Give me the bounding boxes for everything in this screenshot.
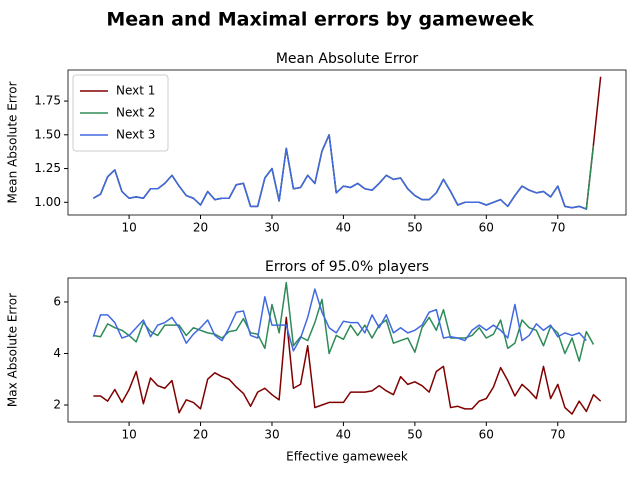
axes-frame — [67, 277, 627, 423]
y-tick-label: 4 — [53, 346, 61, 360]
axes-title: Mean Absolute Error — [276, 51, 419, 67]
axes-frame — [67, 69, 627, 216]
legend-box — [72, 74, 169, 152]
x-tick-label: 60 — [479, 221, 494, 235]
legend-label: Next 1 — [116, 84, 155, 98]
y-tick-label: 1.25 — [34, 161, 61, 175]
x-tick-label: 50 — [407, 428, 422, 442]
x-tick-label: 20 — [193, 428, 208, 442]
x-tick-label: 20 — [193, 221, 208, 235]
x-tick-label: 70 — [550, 221, 565, 235]
series-line — [92, 76, 602, 210]
x-tick-label: 70 — [550, 428, 565, 442]
x-tick-label: 30 — [264, 428, 279, 442]
x-tick-label: 10 — [121, 428, 136, 442]
x-tick-label: 10 — [121, 221, 136, 235]
series-line — [92, 288, 587, 352]
y-tick-label: 2 — [53, 397, 61, 411]
y-axis-label: Mean Absolute Error — [6, 81, 20, 203]
axes-title: Errors of 95.0% players — [265, 259, 429, 275]
x-tick-label: 40 — [336, 221, 351, 235]
x-tick-label: 60 — [479, 428, 494, 442]
legend-label: Next 2 — [116, 106, 155, 120]
x-tick-label: 30 — [264, 221, 279, 235]
x-tick-label: 50 — [407, 221, 422, 235]
series-line — [93, 316, 602, 415]
series-line — [92, 134, 587, 210]
y-tick-label: 6 — [53, 294, 61, 308]
x-tick-label: 40 — [336, 428, 351, 442]
y-axis-label: Max Absolute Error — [6, 293, 20, 407]
y-tick-label: 1.00 — [34, 195, 61, 209]
y-tick-label: 1.50 — [34, 127, 61, 141]
x-axis-label: Effective gameweek — [286, 450, 408, 464]
figure-title: Mean and Maximal errors by gameweek — [106, 9, 534, 31]
y-tick-label: 1.75 — [34, 94, 61, 108]
legend-label: Next 3 — [116, 128, 155, 142]
